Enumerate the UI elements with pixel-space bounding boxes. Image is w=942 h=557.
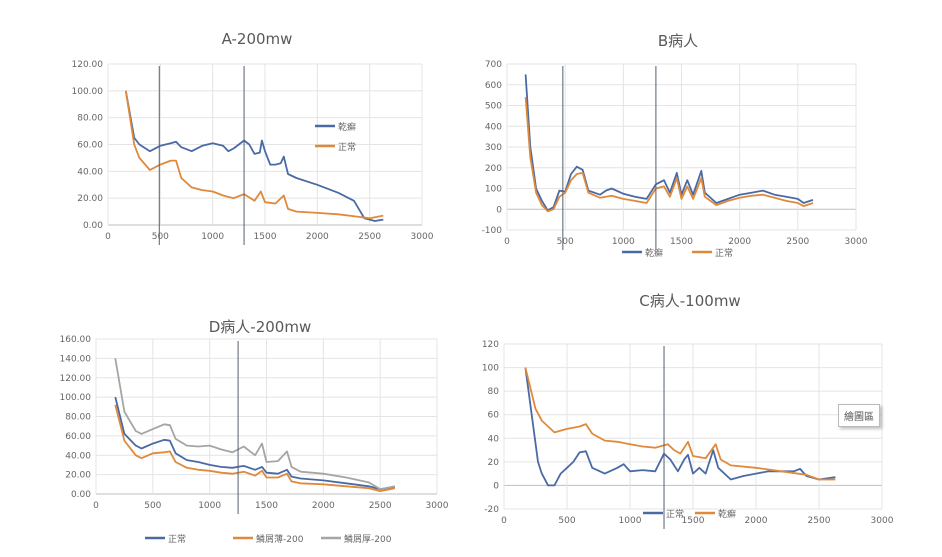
y-tick-label: 0 bbox=[496, 205, 502, 215]
x-tick-label: 2500 bbox=[358, 232, 381, 242]
y-tick-label: 120.00 bbox=[60, 374, 92, 384]
x-tick-label: 3000 bbox=[845, 237, 868, 247]
y-tick-label: 160.00 bbox=[60, 335, 92, 345]
y-tick-label: 60 bbox=[488, 411, 500, 421]
legend-label: 正常 bbox=[666, 508, 684, 520]
x-tick-label: 2500 bbox=[808, 516, 831, 526]
y-tick-label: 20.00 bbox=[77, 194, 103, 204]
legend-label: 乾癬 bbox=[338, 121, 356, 133]
y-tick-label: 80.00 bbox=[77, 114, 103, 124]
y-tick-label: 20 bbox=[488, 458, 500, 468]
y-tick-label: 200 bbox=[485, 164, 502, 174]
series-line bbox=[524, 74, 814, 212]
chart-a-title: A-200mw bbox=[221, 30, 293, 48]
series-line bbox=[524, 367, 836, 487]
x-tick-label: 1000 bbox=[198, 501, 221, 511]
y-tick-label: 600 bbox=[485, 81, 502, 91]
legend-label: 鱗屑厚-200 bbox=[344, 533, 392, 545]
legend-label: 乾癬 bbox=[645, 247, 663, 259]
y-tick-label: 40.00 bbox=[65, 451, 91, 461]
y-tick-label: 100 bbox=[482, 364, 499, 374]
legend-label: 正常 bbox=[715, 247, 733, 259]
y-tick-label: 500 bbox=[485, 102, 502, 112]
x-tick-label: 0 bbox=[501, 516, 507, 526]
x-tick-label: 2000 bbox=[728, 237, 751, 247]
x-tick-label: 1000 bbox=[201, 232, 224, 242]
y-tick-label: 140.00 bbox=[60, 354, 92, 364]
series-line bbox=[524, 97, 814, 213]
plot-area-tooltip: 繪圖區 bbox=[838, 404, 880, 427]
chart-d: 0.00 20.00 40.00 60.00 80.00 100.00 120.00 140.… bbox=[60, 335, 449, 545]
y-tick-label: 0.00 bbox=[83, 221, 103, 231]
y-tick-label: 80.00 bbox=[65, 413, 91, 423]
x-tick-label: 1500 bbox=[670, 237, 693, 247]
y-tick-label: 120.00 bbox=[72, 60, 104, 70]
legend-label: 鱗屑薄-200 bbox=[256, 533, 304, 545]
x-tick-label: 500 bbox=[558, 516, 575, 526]
x-tick-label: 1500 bbox=[255, 501, 278, 511]
y-tick-label: 100.00 bbox=[72, 87, 104, 97]
y-tick-label: 120 bbox=[482, 340, 499, 350]
y-tick-label: 100 bbox=[485, 185, 502, 195]
x-tick-label: 500 bbox=[152, 232, 169, 242]
x-tick-label: 0 bbox=[105, 232, 111, 242]
y-tick-label: 0.00 bbox=[71, 490, 91, 500]
x-tick-label: 2500 bbox=[786, 237, 809, 247]
x-tick-label: 2000 bbox=[745, 516, 768, 526]
x-tick-label: 500 bbox=[144, 501, 161, 511]
legend-label: 正常 bbox=[168, 533, 186, 545]
x-tick-label: 3000 bbox=[411, 232, 434, 242]
y-tick-label: 60.00 bbox=[65, 432, 91, 442]
x-tick-label: 2000 bbox=[306, 232, 329, 242]
y-tick-label: -100 bbox=[482, 226, 503, 236]
series-line bbox=[524, 367, 836, 481]
x-tick-label: 3000 bbox=[871, 516, 894, 526]
x-tick-label: 2000 bbox=[312, 501, 335, 511]
series-line bbox=[124, 90, 384, 220]
y-tick-label: 0 bbox=[493, 481, 499, 491]
x-tick-label: 0 bbox=[504, 237, 510, 247]
y-tick-label: 400 bbox=[485, 122, 502, 132]
y-tick-label: -20 bbox=[484, 505, 499, 515]
x-tick-label: 1500 bbox=[254, 232, 277, 242]
chart-d-title: D病人-200mw bbox=[208, 318, 312, 336]
x-tick-label: 1000 bbox=[612, 237, 635, 247]
chart-c-title: C病人-100mw bbox=[639, 292, 741, 310]
x-tick-label: 2500 bbox=[369, 501, 392, 511]
y-tick-label: 80 bbox=[488, 387, 500, 397]
x-tick-label: 1000 bbox=[619, 516, 642, 526]
x-tick-label: 3000 bbox=[426, 501, 449, 511]
y-tick-label: 300 bbox=[485, 143, 502, 153]
y-tick-label: 40 bbox=[488, 434, 500, 444]
x-tick-label: 1500 bbox=[682, 516, 705, 526]
x-tick-label: 0 bbox=[93, 501, 99, 511]
chart-b-title: B病人 bbox=[657, 32, 699, 50]
y-tick-label: 60.00 bbox=[77, 141, 103, 151]
series-line bbox=[124, 90, 384, 222]
y-tick-label: 700 bbox=[485, 60, 502, 70]
legend-label: 正常 bbox=[338, 141, 356, 153]
legend-label: 乾癬 bbox=[718, 508, 736, 520]
y-tick-label: 100.00 bbox=[60, 393, 92, 403]
chart-a: 0.00 20.00 40.00 60.00 80.00 100.00 120.00 0 500… bbox=[72, 60, 434, 245]
y-tick-label: 40.00 bbox=[77, 167, 103, 177]
y-tick-label: 20.00 bbox=[65, 471, 91, 481]
x-tick-label: 500 bbox=[557, 237, 574, 247]
